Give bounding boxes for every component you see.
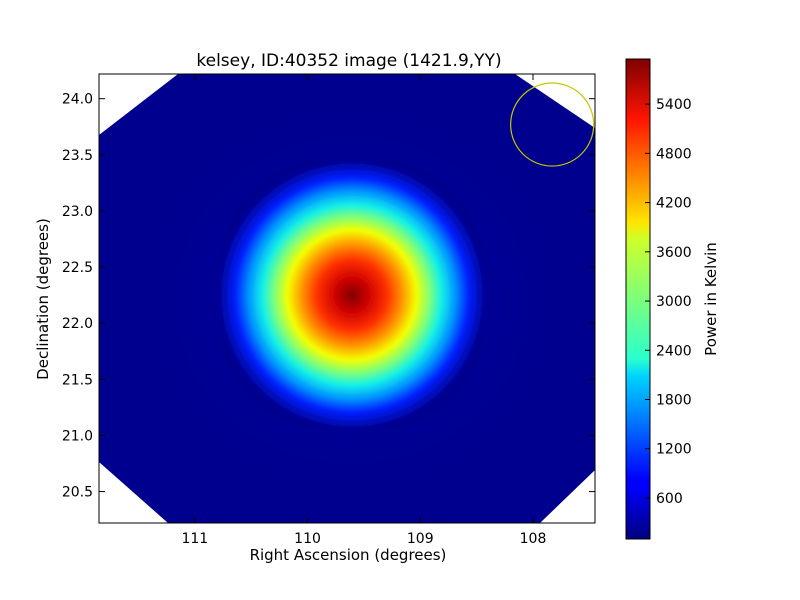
blank-corner-top-left: [99, 74, 178, 135]
x-tick-label: 108: [520, 531, 547, 547]
y-tick-label: 21.5: [62, 372, 93, 388]
x-axis-label: Right Ascension (degrees): [250, 546, 447, 564]
colorbar-tick-label: 4200: [656, 196, 692, 212]
heatmap-image: [99, 74, 595, 523]
colorbar-tick-label: 3600: [656, 245, 692, 261]
y-tick-label: 24.0: [62, 92, 93, 108]
colorbar-axis: 600 1200 1800 2400 3000 3600 4200 4800 5400: [645, 97, 692, 507]
blank-corner-top-right: [515, 74, 595, 128]
y-tick-label: 22.0: [62, 316, 93, 332]
colorbar-tick-label: 1200: [656, 442, 692, 458]
y-axis-label: Declination (degrees): [34, 218, 52, 380]
chart-title: kelsey, ID:40352 image (1421.9,YY): [196, 51, 501, 71]
colorbar-tick-label: 600: [656, 491, 683, 507]
y-tick-label: 22.5: [62, 260, 93, 276]
colorbar-tick-label: 3000: [656, 294, 692, 310]
colorbar-tick-label: 2400: [656, 343, 692, 359]
colorbar-tick-label: 4800: [656, 146, 692, 162]
x-tick-label: 109: [407, 531, 434, 547]
y-tick-label: 21.0: [62, 428, 93, 444]
x-tick-label: 110: [294, 531, 321, 547]
x-tick-label: 111: [181, 531, 208, 547]
colorbar-tick-label: 1800: [656, 393, 692, 409]
x-axis: 111 110 109 108: [181, 74, 546, 547]
colorbar: [625, 58, 651, 540]
blank-corner-bottom-left: [99, 462, 168, 523]
colorbar-tick-label: 5400: [656, 97, 692, 113]
y-tick-label: 20.5: [62, 485, 93, 501]
y-axis: 20.5 21.0 21.5 22.0 22.5 23.0 23.5 24.0: [62, 92, 595, 501]
y-tick-label: 23.5: [62, 148, 93, 164]
blank-corner-bottom-right: [540, 470, 595, 523]
y-tick-label: 23.0: [62, 204, 93, 220]
plot-frame: [98, 73, 596, 524]
source-emission: [218, 160, 486, 430]
colorbar-label: Power in Kelvin: [702, 242, 720, 356]
beam-marker: [510, 82, 595, 167]
